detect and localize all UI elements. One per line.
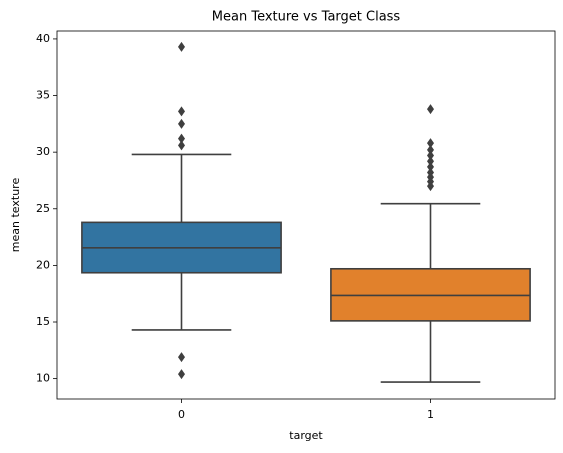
outlier [427, 138, 434, 149]
outlier [427, 181, 434, 192]
y-tick-label: 35 [36, 89, 50, 102]
y-tick-label: 15 [36, 315, 50, 328]
outlier [178, 41, 185, 52]
y-tick-label: 25 [36, 202, 50, 215]
outlier [178, 133, 185, 144]
outlier [427, 144, 434, 155]
x-tick-label: 1 [427, 408, 434, 421]
outlier [178, 369, 185, 380]
chart-title: Mean Texture vs Target Class [212, 10, 401, 25]
outlier [178, 352, 185, 363]
y-tick-label: 30 [36, 145, 50, 158]
y-tick-label: 10 [36, 372, 50, 385]
outlier [178, 140, 185, 151]
y-tick-label: 40 [36, 32, 50, 45]
plot-frame [56, 30, 556, 400]
outlier [427, 156, 434, 167]
outlier [178, 118, 185, 129]
x-axis-label: target [289, 429, 323, 442]
outlier [427, 104, 434, 115]
y-tick-label: 20 [36, 258, 50, 271]
outlier [427, 150, 434, 161]
outlier [427, 161, 434, 172]
x-tick-label: 0 [178, 408, 185, 421]
outlier [178, 106, 185, 117]
y-axis-label: mean texture [9, 178, 22, 253]
